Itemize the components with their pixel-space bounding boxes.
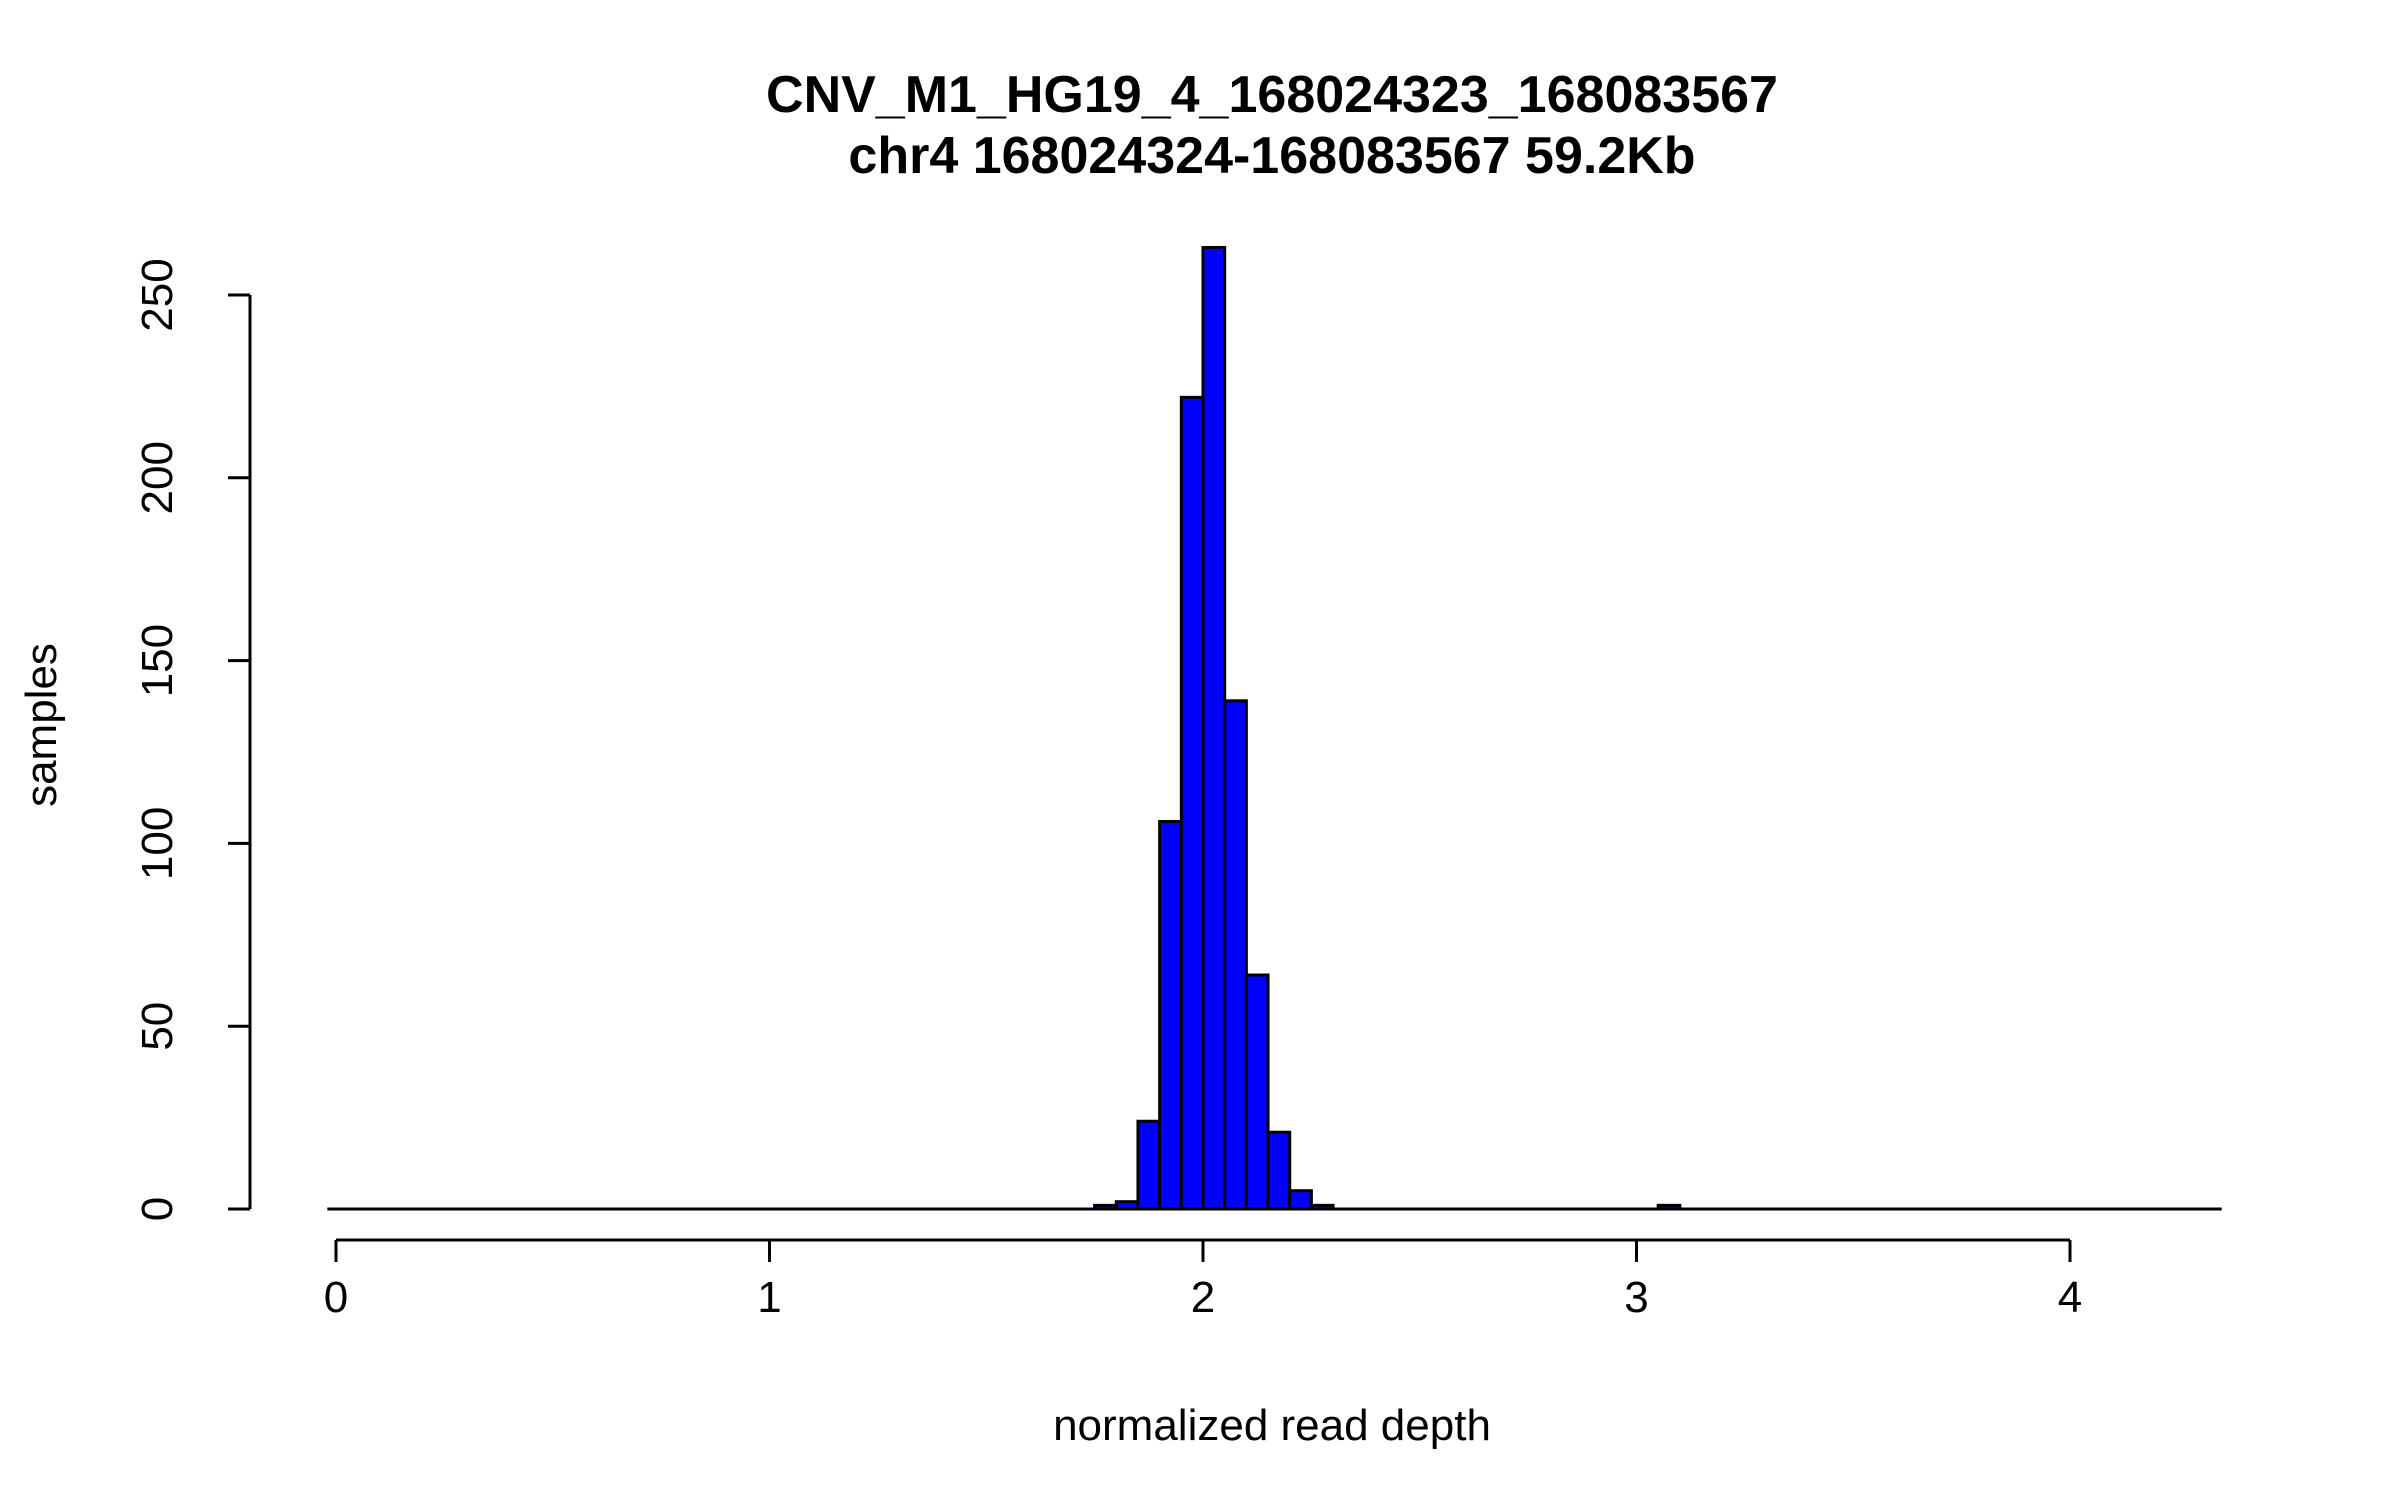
histogram-bar-2 [1136, 1119, 1162, 1211]
y-tick-label-0: 0 [133, 1197, 182, 1221]
histogram-bar-6 [1223, 699, 1248, 1211]
histogram-bar-11 [1656, 1203, 1682, 1211]
y-tick-label-4: 200 [133, 441, 182, 514]
histogram-bar-0 [1093, 1203, 1118, 1211]
chart-title: CNV_M1_HG19_4_168024323_168083567 [766, 66, 1778, 124]
bars-layer [327, 245, 2222, 1211]
y-axis-label: samples [17, 643, 66, 807]
y-axis: 0 50 100 150 200 250 [133, 258, 252, 1221]
histogram-bar-5 [1201, 245, 1227, 1211]
y-tick-label-5: 250 [133, 258, 182, 331]
x-axis-label: normalized read depth [1053, 1401, 1491, 1450]
x-tick-label-0: 0 [324, 1273, 348, 1322]
x-tick-label-4: 4 [2058, 1273, 2082, 1322]
histogram-bar-1 [1114, 1200, 1140, 1211]
x-tick-label-1: 1 [757, 1273, 781, 1322]
x-tick-label-3: 3 [1624, 1273, 1648, 1322]
x-axis: 0 1 2 3 4 [324, 1238, 2082, 1322]
y-tick-label-2: 100 [133, 807, 182, 880]
histogram-bar-10 [1309, 1203, 1335, 1211]
y-tick-label-3: 150 [133, 624, 182, 697]
x-tick-label-2: 2 [1191, 1273, 1215, 1322]
y-tick-label-1: 50 [133, 1002, 182, 1051]
histogram-bar-3 [1158, 819, 1183, 1211]
histogram-bar-4 [1179, 395, 1205, 1211]
chart-subtitle: chr4 168024324-168083567 59.2Kb [848, 127, 1695, 185]
histogram-bar-7 [1244, 973, 1270, 1211]
histogram-bar-8 [1266, 1130, 1292, 1211]
histogram-bar-9 [1288, 1189, 1313, 1211]
